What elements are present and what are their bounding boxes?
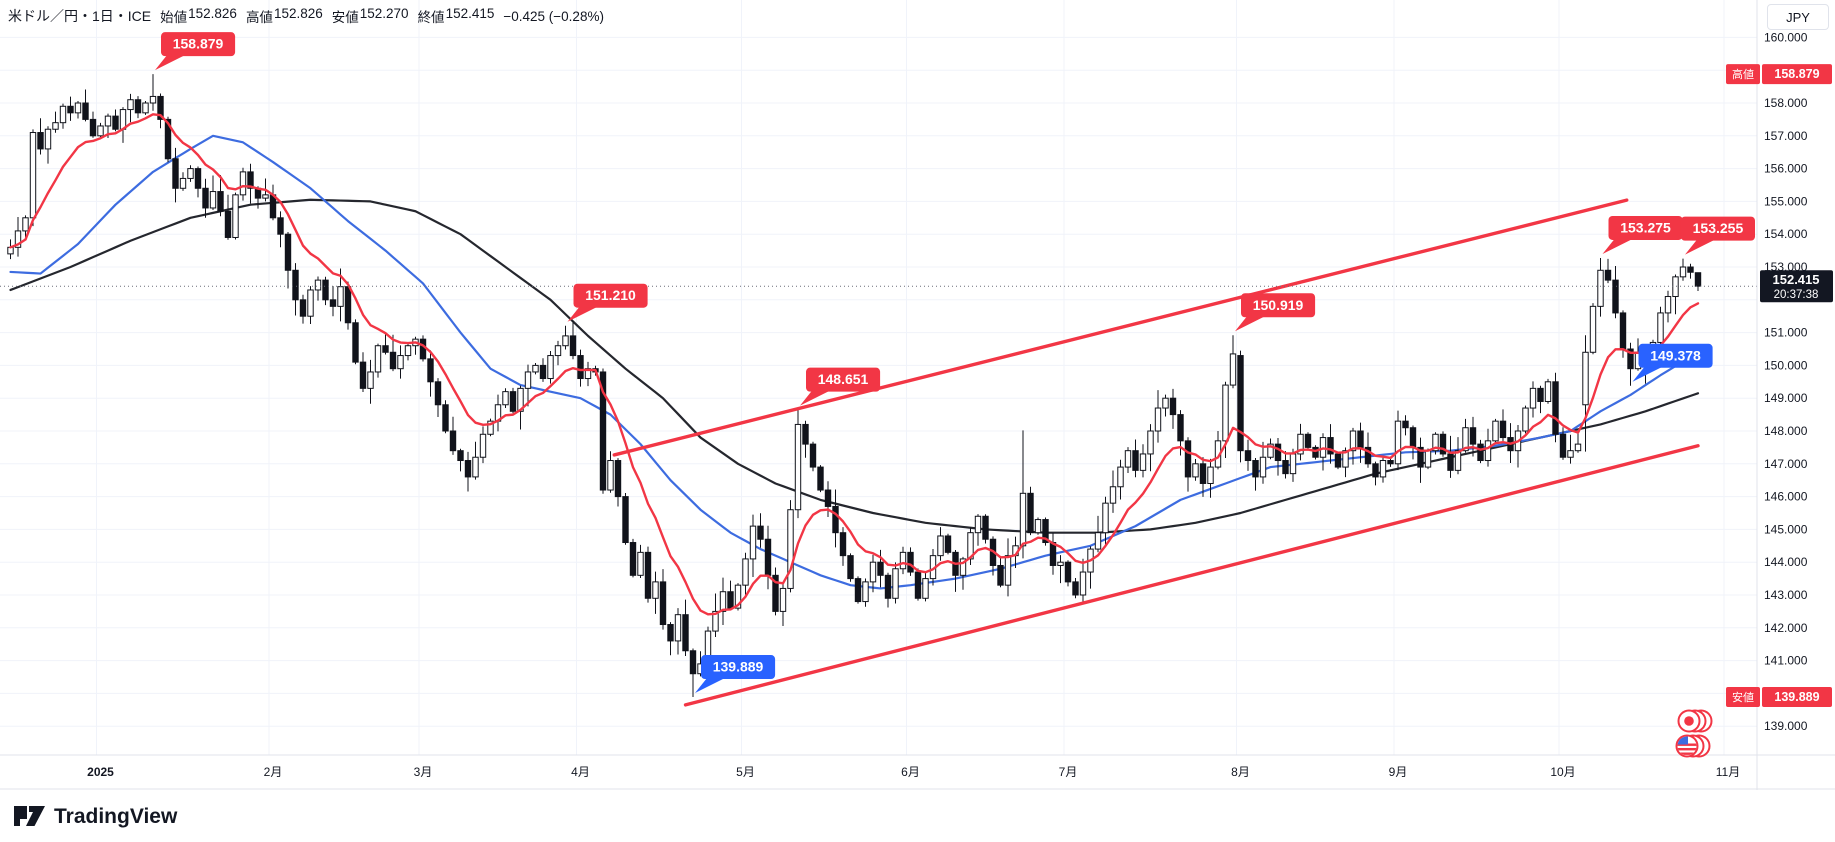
- currency-unit-button[interactable]: JPY: [1767, 4, 1829, 30]
- ma-mid-blue-line[interactable]: [9, 134, 1700, 590]
- price-tick-label: 154.000: [1764, 227, 1808, 241]
- price-callout[interactable]: 158.879: [155, 32, 236, 71]
- price-tick-label: 150.000: [1764, 358, 1808, 372]
- symbol-title[interactable]: 米ドル／円・1日・ICE: [8, 8, 152, 24]
- japan-flag-icon[interactable]: [1676, 708, 1722, 739]
- svg-text:高値: 高値: [1732, 67, 1754, 81]
- price-tick-label: 142.000: [1764, 621, 1808, 635]
- svg-text:153.275: 153.275: [1620, 219, 1671, 235]
- price-callout[interactable]: 149.378: [1632, 343, 1713, 382]
- symbol-legend[interactable]: 米ドル／円・1日・ICE 始値 152.826 高値 152.826 安値 152.2…: [8, 6, 604, 26]
- ma-fast-red-line[interactable]: [9, 113, 1700, 616]
- svg-text:安値: 安値: [1732, 690, 1754, 704]
- time-tick-label: 7月: [1059, 765, 1078, 779]
- grid: [0, 0, 1757, 755]
- price-tick-label: 144.000: [1764, 555, 1808, 569]
- time-tick-label: 3月: [414, 765, 433, 779]
- time-tick-label: 6月: [901, 765, 920, 779]
- price-callout[interactable]: 148.651: [800, 367, 881, 406]
- price-callout[interactable]: 150.919: [1235, 293, 1316, 332]
- footer-bar: TradingView: [0, 790, 1835, 842]
- svg-text:149.378: 149.378: [1650, 347, 1701, 363]
- svg-text:151.210: 151.210: [585, 287, 636, 303]
- price-tick-label: 156.000: [1764, 162, 1808, 176]
- price-tick-label: 143.000: [1764, 588, 1808, 602]
- tradingview-logo-mark: [14, 806, 27, 826]
- price-tick-label: 149.000: [1764, 391, 1808, 405]
- trendline-lower[interactable]: [683, 444, 1700, 707]
- time-tick-label: 2025: [87, 765, 114, 779]
- svg-text:158.879: 158.879: [173, 36, 224, 52]
- time-tick-label: 5月: [736, 765, 755, 779]
- tradingview-brand-text: TradingView: [54, 805, 178, 828]
- price-axis[interactable]: 160.000 158.000 157.000 156.000 155.000 154.0…: [1726, 30, 1833, 733]
- low-value: 安値 152.270: [331, 6, 409, 25]
- price-tick-label: 157.000: [1764, 129, 1808, 143]
- current-price-badge: 152.415 20:37:38: [1760, 270, 1833, 303]
- chart-area[interactable]: 158.879 151.210 148.651 139.889 150.919 153.2…: [0, 0, 1835, 795]
- time-tick-label: 9月: [1389, 765, 1408, 779]
- countdown-clock: 20:37:38: [1774, 289, 1819, 301]
- price-tick-label: 141.000: [1764, 654, 1808, 668]
- tradingview-logo[interactable]: TradingView: [12, 799, 242, 833]
- time-tick-label: 8月: [1231, 765, 1250, 779]
- trendline-upper[interactable]: [612, 198, 1629, 457]
- time-tick-label: 2月: [264, 765, 283, 779]
- svg-text:152.415: 152.415: [1773, 272, 1820, 287]
- price-tick-label: 139.000: [1764, 719, 1808, 733]
- change-value: −0.425 (−0.28%): [503, 8, 604, 24]
- price-tick-label: 155.000: [1764, 194, 1808, 208]
- svg-text:139.889: 139.889: [1774, 690, 1819, 704]
- price-chart-canvas[interactable]: 158.879 151.210 148.651 139.889 150.919 153.2…: [0, 0, 1835, 790]
- price-tick-label: 158.000: [1764, 96, 1808, 110]
- price-callout[interactable]: 153.275: [1602, 215, 1683, 254]
- time-tick-label: 4月: [571, 765, 590, 779]
- svg-text:153.255: 153.255: [1693, 220, 1744, 236]
- price-callout[interactable]: 151.210: [567, 283, 648, 322]
- price-tick-label: 148.000: [1764, 424, 1808, 438]
- axis-extreme-badge: 安値 139.889: [1726, 687, 1832, 708]
- svg-text:139.889: 139.889: [713, 659, 764, 675]
- us-flag-icon[interactable]: [1674, 733, 1720, 764]
- price-tick-label: 145.000: [1764, 522, 1808, 536]
- time-tick-label: 11月: [1716, 765, 1740, 779]
- svg-text:150.919: 150.919: [1253, 297, 1304, 313]
- price-callout[interactable]: 139.889: [695, 655, 776, 694]
- svg-text:148.651: 148.651: [818, 371, 869, 387]
- price-callout[interactable]: 153.255: [1680, 216, 1755, 255]
- open-value: 始値 152.826: [160, 6, 237, 25]
- axis-extreme-badge: 高値 158.879: [1726, 64, 1832, 85]
- time-axis[interactable]: 2025 2月 3月 4月 5月 6月 7月 8月 9月 10月 11月: [87, 765, 1740, 779]
- high-value: 高値 152.826: [245, 6, 323, 25]
- price-tick-label: 160.000: [1764, 30, 1808, 44]
- price-tick-label: 151.000: [1764, 326, 1808, 340]
- svg-text:158.879: 158.879: [1774, 67, 1819, 81]
- candlesticks: [7, 74, 1702, 698]
- ma-slow-black-line[interactable]: [9, 198, 1700, 534]
- close-value: 終値 152.415: [417, 6, 495, 25]
- price-tick-label: 146.000: [1764, 490, 1808, 504]
- time-tick-label: 10月: [1550, 765, 1575, 779]
- price-tick-label: 147.000: [1764, 457, 1808, 471]
